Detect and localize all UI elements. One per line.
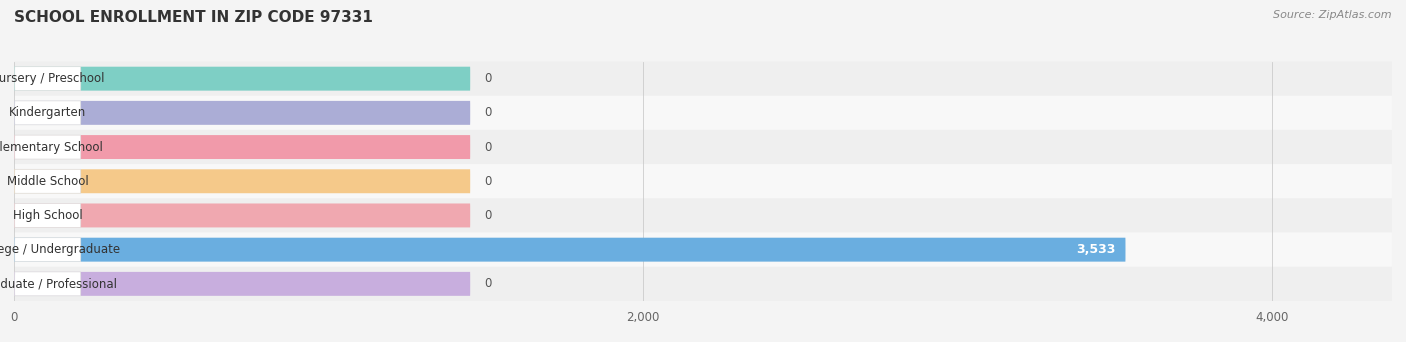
FancyBboxPatch shape bbox=[14, 96, 1392, 130]
FancyBboxPatch shape bbox=[14, 203, 80, 227]
FancyBboxPatch shape bbox=[14, 272, 470, 296]
FancyBboxPatch shape bbox=[14, 198, 1392, 233]
Text: Elementary School: Elementary School bbox=[0, 141, 103, 154]
FancyBboxPatch shape bbox=[14, 203, 470, 227]
Text: Middle School: Middle School bbox=[7, 175, 89, 188]
FancyBboxPatch shape bbox=[14, 101, 470, 125]
FancyBboxPatch shape bbox=[14, 62, 1392, 96]
FancyBboxPatch shape bbox=[14, 164, 1392, 198]
Text: Source: ZipAtlas.com: Source: ZipAtlas.com bbox=[1274, 10, 1392, 20]
FancyBboxPatch shape bbox=[14, 272, 80, 296]
Text: 0: 0 bbox=[484, 106, 491, 119]
FancyBboxPatch shape bbox=[14, 169, 470, 193]
Text: 0: 0 bbox=[484, 141, 491, 154]
FancyBboxPatch shape bbox=[14, 101, 80, 125]
Text: 0: 0 bbox=[484, 209, 491, 222]
FancyBboxPatch shape bbox=[14, 238, 1125, 262]
Text: High School: High School bbox=[13, 209, 83, 222]
FancyBboxPatch shape bbox=[14, 67, 470, 91]
Text: Kindergarten: Kindergarten bbox=[8, 106, 86, 119]
Text: SCHOOL ENROLLMENT IN ZIP CODE 97331: SCHOOL ENROLLMENT IN ZIP CODE 97331 bbox=[14, 10, 373, 25]
FancyBboxPatch shape bbox=[14, 135, 470, 159]
Text: 0: 0 bbox=[484, 277, 491, 290]
Text: 0: 0 bbox=[484, 175, 491, 188]
FancyBboxPatch shape bbox=[14, 233, 1392, 267]
Text: Nursery / Preschool: Nursery / Preschool bbox=[0, 72, 105, 85]
FancyBboxPatch shape bbox=[14, 267, 1392, 301]
Text: 3,533: 3,533 bbox=[1077, 243, 1116, 256]
Text: Graduate / Professional: Graduate / Professional bbox=[0, 277, 117, 290]
FancyBboxPatch shape bbox=[14, 238, 80, 262]
FancyBboxPatch shape bbox=[14, 135, 80, 159]
FancyBboxPatch shape bbox=[14, 67, 80, 91]
Text: 0: 0 bbox=[484, 72, 491, 85]
FancyBboxPatch shape bbox=[14, 130, 1392, 164]
Text: College / Undergraduate: College / Undergraduate bbox=[0, 243, 121, 256]
FancyBboxPatch shape bbox=[14, 169, 80, 193]
